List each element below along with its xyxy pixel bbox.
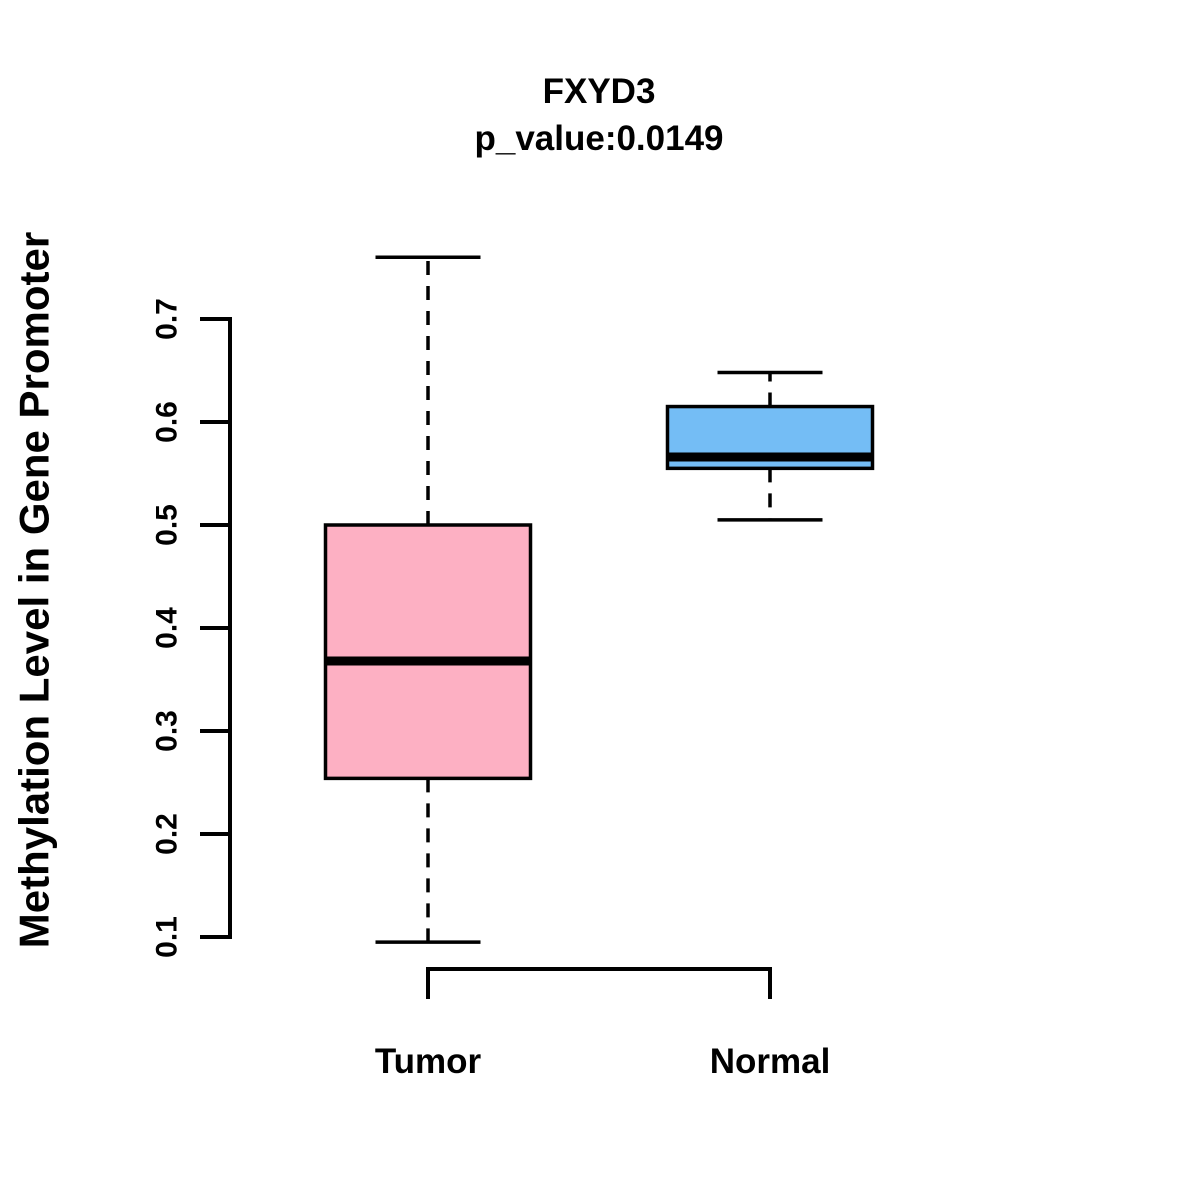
y-tick-label: 0.3 [151,710,184,752]
chart-title: FXYD3 [543,72,656,111]
y-tick-label: 0.7 [151,298,184,340]
y-tick-label: 0.2 [151,813,184,855]
y-tick-label: 0.4 [151,607,184,649]
y-axis-label: Methylation Level in Gene Promoter [11,232,58,948]
y-tick-label: 0.1 [151,916,184,958]
y-tick-label: 0.5 [151,504,184,546]
y-tick-label: 0.6 [151,401,184,443]
box-tumor [323,523,533,781]
chart-layer: 0.1 0.2 0.3 0.4 0.5 0.6 0.7 [151,255,875,999]
x-axis-line [426,967,772,999]
x-category-label-normal: Normal [710,1042,831,1081]
x-category-label-tumor: Tumor [375,1042,482,1081]
chart-subtitle-pvalue: p_value:0.0149 [474,119,723,158]
